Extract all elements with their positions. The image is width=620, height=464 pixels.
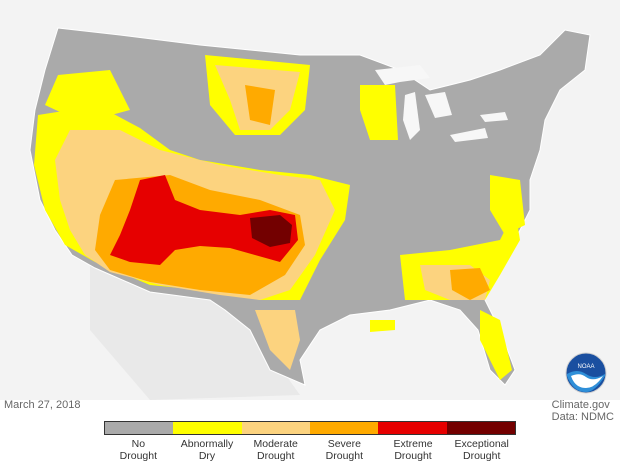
legend-label: No Drought — [119, 438, 158, 462]
legend-swatch — [241, 422, 310, 434]
credit-source: Data: NDMC — [551, 411, 614, 423]
legend-swatch — [173, 422, 242, 434]
drought-d3 — [110, 175, 298, 265]
legend-swatch — [378, 422, 447, 434]
legend-swatch — [309, 422, 379, 434]
great-lakes — [375, 65, 508, 142]
legend-label: Abnormally Dry — [180, 438, 234, 462]
legend-label: Exceptional Drought — [454, 438, 509, 462]
legend-label: Moderate Drought — [253, 438, 298, 462]
legend-label: Extreme Drought — [393, 438, 433, 462]
map-date: March 27, 2018 — [4, 399, 81, 411]
legend-swatch — [446, 422, 515, 434]
credit-site: Climate.gov — [551, 399, 610, 411]
noaa-logo: NOAA — [565, 352, 607, 394]
legend: No Drought Abnormally Dry Moderate Drought … — [104, 421, 516, 462]
mexico-land — [90, 265, 300, 400]
legend-labels: No Drought Abnormally Dry Moderate Drought … — [104, 438, 516, 462]
drought-d4 — [250, 215, 292, 247]
legend-label: Severe Drought — [325, 438, 364, 462]
legend-color-bar — [104, 421, 516, 435]
map-credit: Climate.gov Data: NDMC — [552, 399, 614, 423]
drought-map — [0, 0, 620, 400]
legend-swatch — [105, 422, 174, 434]
noaa-logo-text: NOAA — [577, 364, 594, 370]
